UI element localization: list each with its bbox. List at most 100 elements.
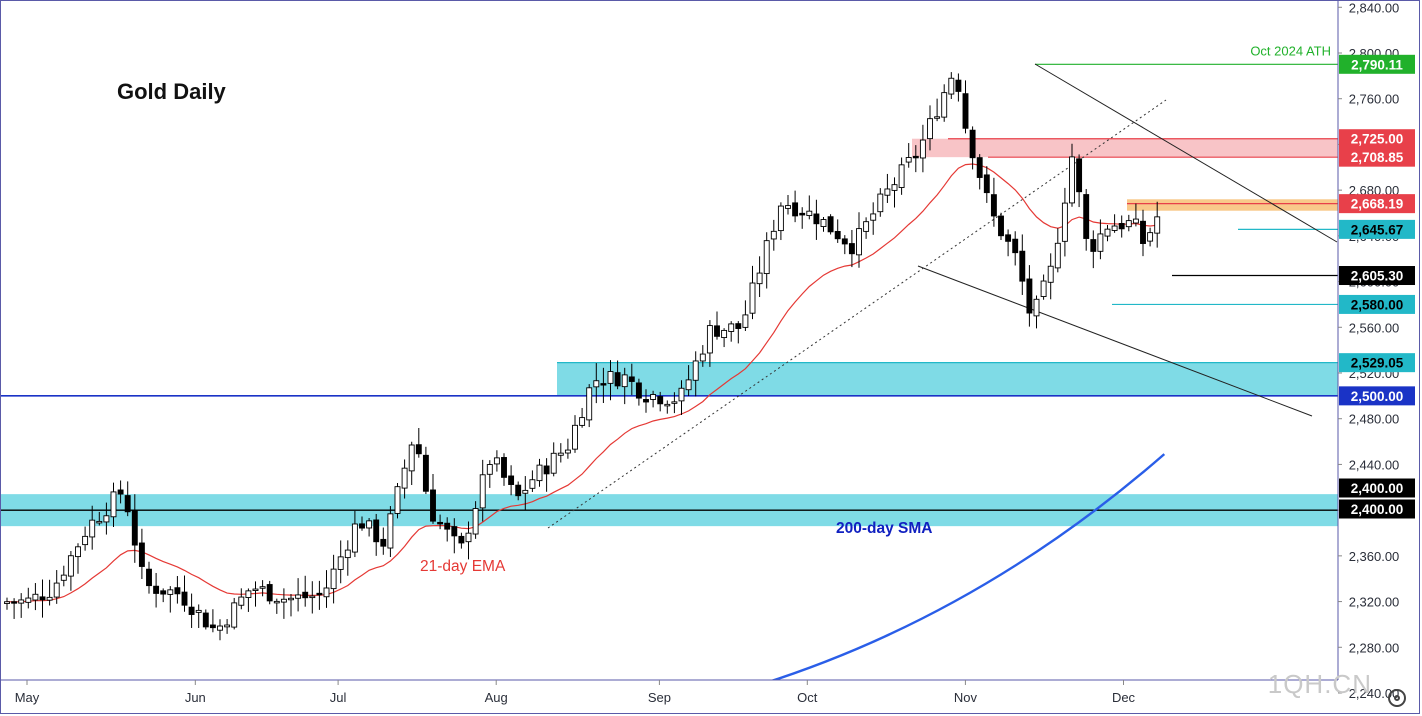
candle-body (18, 599, 25, 604)
candle (969, 126, 976, 170)
candle (96, 511, 103, 526)
candle-body (188, 606, 195, 615)
candle (259, 580, 266, 597)
candle-body (323, 587, 330, 598)
candle (174, 576, 181, 604)
candle-body (11, 601, 18, 604)
level-badge-box (1339, 386, 1415, 406)
candle-body (614, 372, 621, 387)
level-badge-box (1339, 194, 1415, 214)
candle (209, 609, 216, 633)
candle (827, 214, 834, 235)
candle-body (1054, 242, 1061, 269)
candle (564, 438, 571, 459)
candle-body (96, 520, 103, 524)
candle (685, 365, 692, 397)
candle (621, 367, 628, 405)
candle-body (856, 228, 862, 256)
candle-body (337, 556, 344, 570)
candle-body (238, 596, 245, 606)
candle-body (870, 213, 877, 221)
candle-body (962, 93, 969, 129)
level-badge-box (1339, 219, 1415, 239)
candle-body (749, 282, 756, 314)
candle-body (848, 243, 855, 255)
candle (344, 540, 351, 576)
candle-body (422, 454, 429, 492)
candle (1005, 229, 1012, 257)
candle-body (1083, 194, 1090, 239)
candle-body (117, 489, 124, 495)
candle (1111, 214, 1118, 233)
candle-body (593, 380, 600, 388)
gear-icon[interactable] (1388, 689, 1406, 707)
chart-title: Gold Daily (117, 79, 227, 104)
candle (39, 579, 46, 618)
candle-body (948, 77, 955, 95)
candle (962, 80, 969, 134)
candle-body (373, 519, 380, 543)
candle (153, 572, 160, 608)
candle (749, 265, 756, 320)
candle (472, 501, 479, 539)
candle (678, 380, 685, 415)
candle (380, 527, 387, 555)
candle (919, 124, 926, 173)
y-tick-label: 2,840.00 (1349, 0, 1400, 15)
candle (422, 446, 429, 495)
x-tick-label: Dec (1112, 690, 1136, 705)
candle-body (316, 592, 323, 596)
candle (1132, 203, 1139, 227)
level-badge-label: 2,605.30 (1351, 269, 1404, 284)
candle (756, 256, 763, 297)
candle-body (714, 325, 720, 337)
candle-body (167, 589, 174, 595)
candle (721, 328, 728, 348)
candle-body (877, 193, 884, 213)
candle (735, 321, 742, 344)
candle-body (1118, 223, 1125, 230)
level-badge-box (1339, 294, 1415, 314)
candle-body (75, 546, 81, 558)
candle (543, 458, 550, 492)
y-tick-label: 2,320.00 (1349, 595, 1400, 610)
trend-line (547, 99, 1167, 529)
candle (323, 570, 330, 608)
candle-body (437, 521, 444, 525)
candle-body (259, 586, 266, 589)
candle (912, 145, 919, 173)
candle-body (905, 157, 912, 163)
candle-body (1125, 220, 1132, 228)
candle (351, 510, 358, 558)
candle-body (799, 212, 806, 216)
candle (138, 528, 145, 580)
candle (195, 604, 202, 628)
candle-body (1012, 238, 1019, 254)
y-tick-label: 2,280.00 (1349, 640, 1400, 655)
ema-label: 21-day EMA (420, 558, 506, 575)
y-tick-label: 2,760.00 (1349, 92, 1400, 107)
candle (181, 575, 188, 612)
candle (266, 580, 273, 605)
candle-body (366, 520, 373, 529)
candle (408, 441, 415, 486)
candle-body (53, 582, 60, 598)
candle (188, 593, 195, 628)
candle-body (983, 174, 990, 194)
candle (508, 465, 515, 496)
candle-body (195, 609, 202, 613)
candle (465, 521, 472, 560)
level-badge-label: 2,529.05 (1351, 356, 1404, 371)
candle (593, 363, 600, 404)
candle-body (1076, 158, 1083, 193)
candle-body (1132, 218, 1139, 224)
candle-body (515, 484, 522, 497)
candle-body (579, 417, 586, 426)
candle (486, 460, 493, 488)
candle (1026, 265, 1033, 327)
candle (89, 505, 96, 550)
candle-body (344, 549, 351, 559)
candle-body (891, 184, 898, 191)
